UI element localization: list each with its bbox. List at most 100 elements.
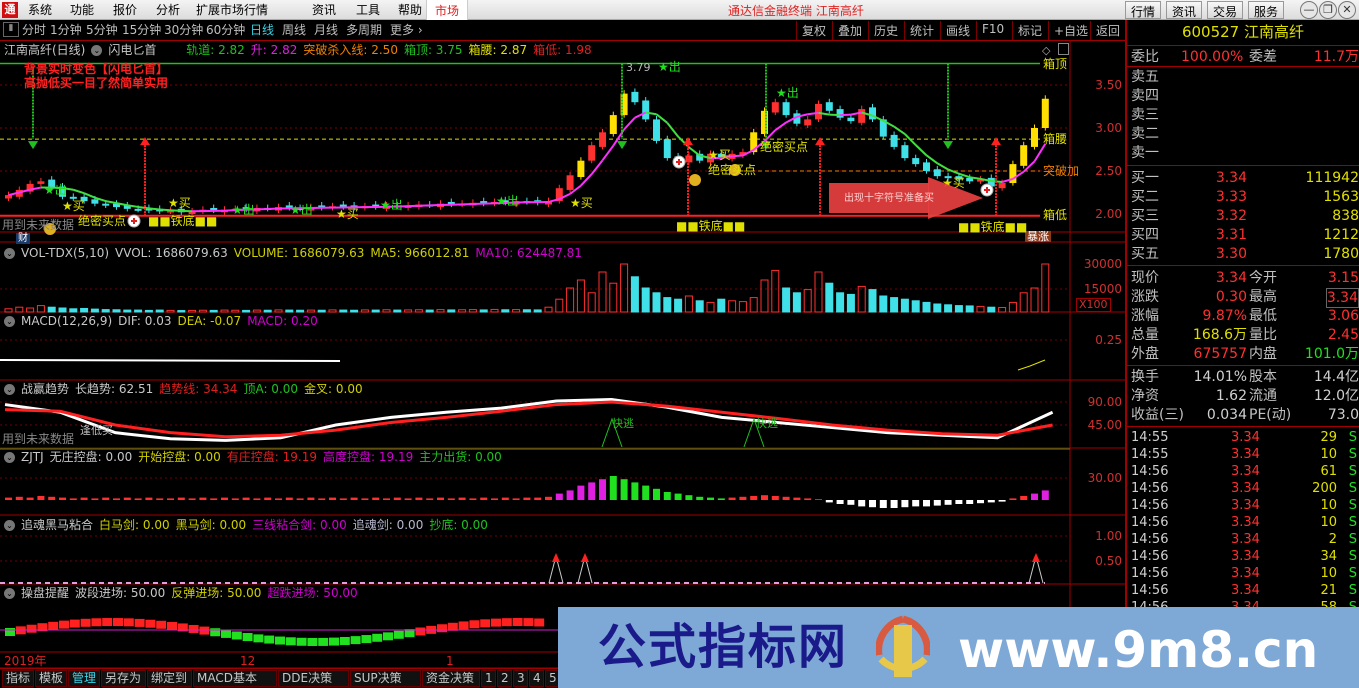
zjtj-bar [847,500,855,505]
chevron-down-icon[interactable]: ⌄ [4,248,15,259]
minimize-icon[interactable]: — [1300,1,1318,19]
bottom-tab[interactable]: 资金决策 [422,670,480,687]
stat-value: 3.06 [1327,308,1359,324]
candle [815,103,822,120]
market-tab[interactable]: 市场 [426,0,469,20]
escape-marker [601,417,623,448]
menu-item[interactable]: 扩展市场行情 [196,3,269,17]
bottom-tab[interactable]: 绑定到 [147,670,192,687]
volume-bar [954,305,963,313]
period-tab[interactable]: 60分钟 [206,23,246,37]
indicator-name[interactable]: 追魂黑马粘合 [21,518,94,532]
diamond-icon[interactable]: ◇ [1042,44,1051,57]
volume-bar [533,309,542,313]
toolbar-button[interactable]: 叠加 [832,21,867,40]
bottom-tab[interactable]: 1 [481,670,496,687]
restore-icon[interactable]: ❐ [1319,1,1337,19]
indicator-name[interactable]: ZJTJ [21,450,44,464]
op-step [26,624,37,633]
box-mid-label: 箱腰 [1043,132,1068,146]
bid-price: 3.31 [1215,227,1247,243]
zjtj-bar [534,497,542,500]
bottom-tab[interactable]: 4 [529,670,544,687]
indicator-value: 超跌进场: 50.00 [267,586,358,600]
panel-toggle-icon[interactable]: ▮ [3,22,19,37]
menu-item[interactable]: 功能 [70,3,95,17]
bottom-tab[interactable]: 2 [497,670,512,687]
period-tab[interactable]: 日线 [250,23,275,37]
period-tab[interactable]: 1分钟 [50,23,82,37]
header-button[interactable]: 交易 [1207,1,1244,19]
menu-item[interactable]: 工具 [356,3,381,17]
close-icon[interactable]: ✕ [1338,1,1356,19]
period-tab[interactable]: 分时 [22,23,47,37]
indicator-value: 长趋势: 62.51 [75,382,154,396]
bottom-tab[interactable]: SUP决策 [350,670,421,687]
period-tab[interactable]: 5分钟 [86,23,118,37]
zjtj-bar [188,498,196,500]
op-step [469,620,480,629]
chevron-down-icon[interactable]: ⌄ [4,316,15,327]
indicator-name[interactable]: 战赢趋势 [21,382,70,396]
chevron-down-icon[interactable]: ⌄ [4,452,15,463]
volume-bar [922,301,931,313]
bottom-tab[interactable]: 管理 [68,670,100,687]
tick-side: S [1348,430,1357,445]
menu-item[interactable]: 帮助 [398,3,423,17]
chevron-down-icon[interactable]: ⌄ [91,45,103,56]
bottom-tab[interactable]: 模板 [35,670,67,687]
bottom-tab[interactable]: 另存为 [101,670,146,687]
indicator-name[interactable]: 操盘提醒 [21,586,70,600]
zjtj-panel-header: ⌄ ZJTJ 无庄控盘: 0.00 开始控盘: 0.00 有庄控盘: 19.19 高度控盘… [4,450,508,464]
period-tab[interactable]: 30分钟 [164,23,204,37]
chevron-down-icon[interactable]: ⌄ [4,588,15,599]
volume-bar [425,309,434,313]
toolbar-button[interactable]: 历史 [868,21,903,40]
period-tab[interactable]: 月线 [314,23,339,37]
header-button[interactable]: 服务 [1248,1,1285,19]
toolbar-button[interactable]: 标记 [1012,21,1047,40]
bottom-tab[interactable]: MACD基本 [193,670,277,687]
bid-row: 买二 3.33 1563 [1131,188,1359,206]
ask-label: 卖五 [1131,69,1159,85]
menu-item[interactable]: 系统 [28,3,53,17]
toolbar-button[interactable]: +自选 [1048,21,1093,40]
signal-iron-bottom: ■■铁底■■ [958,220,1028,234]
indicator-name[interactable]: 闪电匕首 [108,43,157,57]
tick-volume: 200 [1312,481,1337,496]
toolbar-button[interactable]: 返回 [1090,21,1125,40]
panel-toggle-icon[interactable] [1058,43,1069,55]
period-tab[interactable]: 多周期 [346,23,383,37]
menu-bar: 通 系统 功能 报价 分析 扩展市场行情 资讯 工具 帮助 市场 通达信金融终端 江南高纤 行… [0,0,1359,20]
toolbar-button[interactable]: 画线 [940,21,975,40]
indicator-name[interactable]: MACD(12,26,9) [21,314,113,328]
toolbar-button[interactable]: F10 [976,21,1009,40]
menu-item[interactable]: 资讯 [312,3,337,17]
zjtj-bar [717,498,725,500]
zjtj-bar [113,498,120,500]
toolbar-button[interactable]: 复权 [796,21,831,40]
menu-item[interactable]: 分析 [156,3,181,17]
volume-bar [177,310,186,313]
header-button[interactable]: 资讯 [1166,1,1203,19]
menu-item[interactable]: 报价 [113,3,138,17]
period-tab[interactable]: 更多 › [390,23,423,37]
chevron-down-icon[interactable]: ⌄ [4,520,15,531]
candle [923,162,930,171]
bottom-tab[interactable]: 3 [513,670,528,687]
tick-price: 3.34 [1231,515,1260,530]
signal-buy: ★买 [708,148,731,162]
indicator-name[interactable]: VOL-TDX(5,10) [21,246,110,260]
bottom-tab[interactable]: 指标 [2,670,34,687]
period-tab[interactable]: 15分钟 [122,23,162,37]
tick-price: 3.34 [1231,566,1260,581]
zjtj-bar [685,495,693,500]
finance-badge[interactable]: 财 [16,233,30,244]
stat-label: 股本 [1249,369,1277,385]
period-tab[interactable]: 周线 [282,23,307,37]
toolbar-button[interactable]: 统计 [904,21,939,40]
bottom-tab[interactable]: DDE决策 [278,670,349,687]
chevron-down-icon[interactable]: ⌄ [4,384,15,395]
kline-chart[interactable] [0,40,1125,668]
header-button[interactable]: 行情 [1125,1,1162,19]
